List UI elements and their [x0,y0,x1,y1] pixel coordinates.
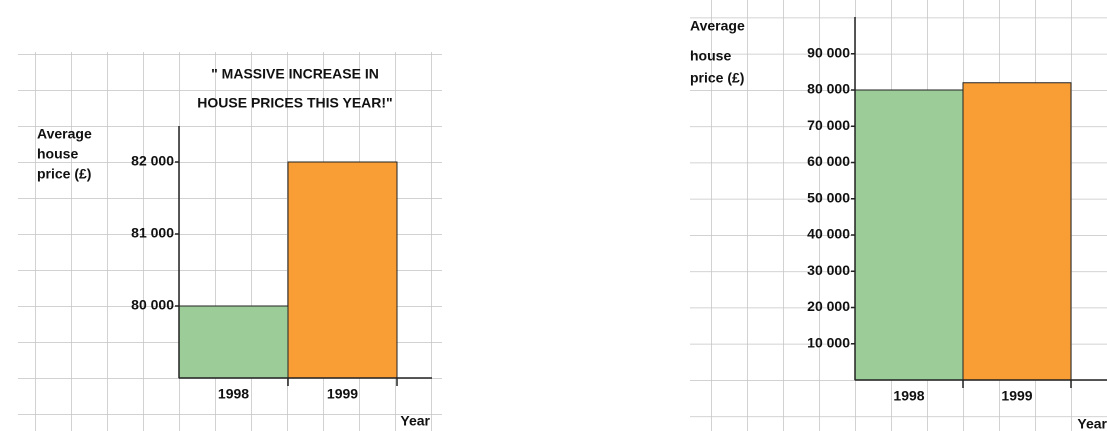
y-tick-label: 20 000 [807,298,850,314]
x-tick-label: 1998 [218,386,249,402]
y-axis-label: Average [37,126,92,142]
y-tick-label: 80 000 [807,81,850,97]
bar [178,305,289,379]
y-tick-label: 60 000 [807,153,850,169]
y-axis-label: house [37,146,78,162]
bar [854,89,964,381]
x-axis-label: Year [400,413,430,429]
y-tick-label: 82 000 [131,153,174,169]
y-tick-label: 30 000 [807,262,850,278]
y-tick-label: 70 000 [807,117,850,133]
x-tick-label: 1998 [893,388,924,404]
x-tick-label: 1999 [327,386,358,402]
y-tick-label: 80 000 [131,297,174,313]
y-axis-label: house [690,48,731,64]
y-axis-label: Average [690,18,745,34]
x-tick-label: 1999 [1001,388,1032,404]
bar [287,161,398,379]
y-tick-label: 50 000 [807,189,850,205]
y-tick-label: 40 000 [807,226,850,242]
chart-title: HOUSE PRICES THIS YEAR!" [197,95,392,111]
y-tick-label: 10 000 [807,334,850,350]
y-axis-label: price (£) [690,70,744,86]
chart-title: " MASSIVE INCREASE IN [211,66,379,82]
bar [962,82,1072,381]
y-tick-label: 81 000 [131,225,174,241]
x-axis-label: Year [1077,416,1107,431]
y-axis-label: price (£) [37,166,91,182]
y-tick-label: 90 000 [807,44,850,60]
